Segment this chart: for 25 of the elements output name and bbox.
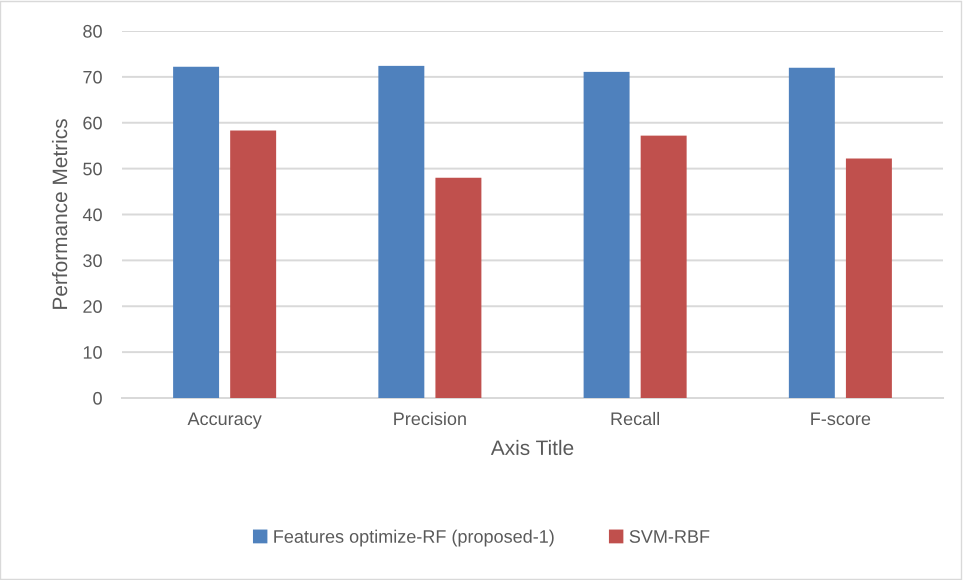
bar bbox=[788, 68, 835, 398]
x-axis-title: Axis Title bbox=[490, 440, 574, 456]
y-tick-label: 0 bbox=[93, 392, 102, 405]
x-tick-label: Accuracy bbox=[188, 412, 262, 429]
y-tick-label: 30 bbox=[83, 254, 102, 268]
y-tick-label: 50 bbox=[83, 162, 102, 176]
legend-label: Features optimize-RF (proposed-1) bbox=[274, 530, 554, 546]
bar bbox=[435, 178, 482, 398]
y-axis-title: Performance Metrics bbox=[52, 119, 68, 309]
y-tick-label: 40 bbox=[82, 208, 102, 222]
x-tick-label: Precision bbox=[394, 412, 466, 426]
bar bbox=[378, 66, 424, 398]
y-tick-label: 80 bbox=[83, 24, 102, 38]
bar bbox=[640, 136, 687, 398]
y-tick-label: 60 bbox=[83, 116, 102, 130]
y-tick-label: 10 bbox=[84, 346, 102, 359]
bar bbox=[584, 72, 630, 398]
x-tick-label: Recall bbox=[612, 412, 660, 426]
y-tick-label: 20 bbox=[83, 300, 102, 313]
bar bbox=[173, 66, 220, 398]
legend-label: SVM-RBF bbox=[630, 530, 710, 543]
y-tick-label: 70 bbox=[83, 70, 102, 84]
x-tick-label: F-score bbox=[811, 412, 870, 426]
bar bbox=[230, 130, 276, 398]
bar bbox=[846, 158, 892, 398]
